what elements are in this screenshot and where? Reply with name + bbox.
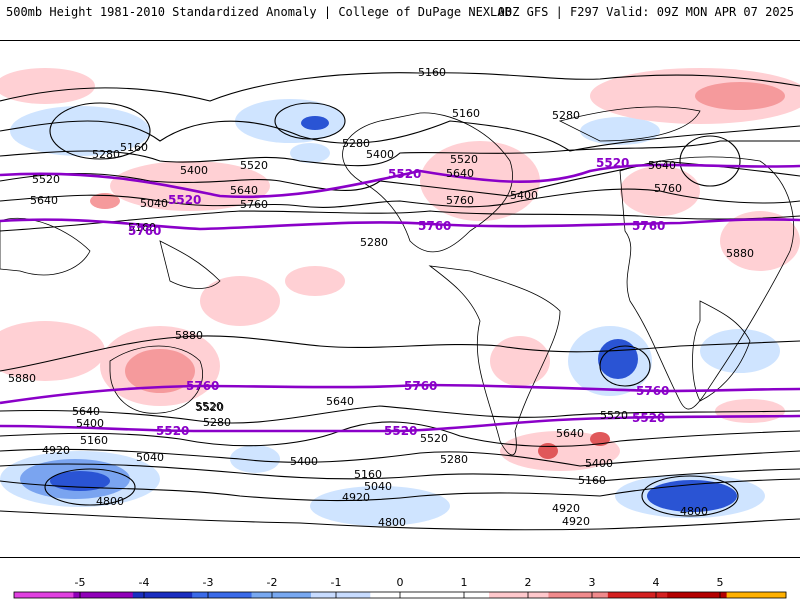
- bold-contour-label: 5520: [156, 424, 189, 438]
- colorbar-swatch: [726, 592, 787, 598]
- bold-contour-label: 5760: [128, 224, 161, 238]
- contour-label: 5880: [175, 329, 203, 342]
- height-contours: [0, 72, 800, 531]
- colorbar-swatch: [429, 592, 490, 598]
- contour-label: 5280: [342, 137, 370, 150]
- contour-label: 5280: [203, 416, 231, 429]
- anomaly-map: 5160 5160 5280 5280 5280 5160 5400 5520 …: [0, 66, 800, 531]
- colorbar-tick-label: -1: [331, 576, 342, 589]
- negative-anomaly-shading: [0, 99, 780, 526]
- contour-label: 5400: [366, 148, 394, 161]
- colorbar-swatch: [607, 592, 668, 598]
- contour-label: 5640: [72, 405, 100, 418]
- map-panel: 5160 5160 5280 5280 5280 5160 5400 5520 …: [0, 40, 800, 558]
- contour-label: 5280: [360, 236, 388, 249]
- contour-label: 5760: [654, 182, 682, 195]
- colorbar-swatch: [73, 592, 134, 598]
- bold-contour-label: 5520: [168, 193, 201, 207]
- run-info: 00Z GFS | F297 Valid: 09Z MON APR 07 202…: [497, 5, 794, 19]
- colorbar-tick-label: 1: [461, 576, 468, 589]
- contour-label: 5520: [32, 173, 60, 186]
- colorbar-swatch: [548, 592, 609, 598]
- contour-label: 4800: [378, 516, 406, 529]
- colorbar-tick-label: 0: [397, 576, 404, 589]
- colorbar-tick-label: -4: [139, 576, 150, 589]
- colorbar-graphic: -5 -4 -3 -2 -1 0 1 2 3 4 5: [13, 576, 787, 599]
- positive-anomaly-shading: [0, 68, 800, 471]
- contour-label: 5640: [648, 159, 676, 172]
- colorbar-swatch: [14, 592, 74, 598]
- contour-label: 5280: [440, 453, 468, 466]
- colorbar-swatch: [667, 592, 728, 598]
- colorbar-swatch: [310, 592, 371, 598]
- bold-contour-label: 5760: [404, 379, 437, 393]
- contour-label: 5880: [8, 372, 36, 385]
- contour-label: 5160: [120, 141, 148, 154]
- contour-label: 4920: [42, 444, 70, 457]
- contour-label: 5640: [326, 395, 354, 408]
- contour-label: 5760: [240, 198, 268, 211]
- bold-contour-label: 5760: [186, 379, 219, 393]
- contour-label: 5640: [556, 427, 584, 440]
- colorbar-tick-label: 3: [589, 576, 596, 589]
- contour-label: 5760: [446, 194, 474, 207]
- contour-label: 4800: [96, 495, 124, 508]
- colorbar-swatch: [192, 592, 253, 598]
- contour-label: 5160: [418, 66, 446, 79]
- colorbar-swatch: [132, 592, 193, 598]
- colorbar-swatch: [489, 592, 549, 598]
- contour-label: 5520: [600, 409, 628, 422]
- contour-label: 5280: [552, 109, 580, 122]
- contour-label: 5160: [452, 107, 480, 120]
- contour-label: 5520: [196, 401, 224, 414]
- bold-contour-label: 5520: [388, 167, 421, 181]
- contour-label: 5640: [230, 184, 258, 197]
- contour-label: 5400: [180, 164, 208, 177]
- colorbar-tick-label: -5: [75, 576, 86, 589]
- contour-label: 4920: [342, 491, 370, 504]
- contour-label: 5400: [510, 189, 538, 202]
- contour-label: 5040: [136, 451, 164, 464]
- bold-contour-label: 5760: [636, 384, 669, 398]
- colorbar-tick-label: 5: [717, 576, 724, 589]
- contour-label: 5520: [195, 400, 223, 413]
- bold-contour-labels: 5520 5520 5520 5760 5760 5760 5760 5760 …: [128, 156, 669, 438]
- thin-contour-labels: 5160 5160 5280 5280 5280 5160 5400 5520 …: [8, 66, 754, 529]
- contour-label: 5040: [364, 480, 392, 493]
- bold-contour-label: 5760: [632, 219, 665, 233]
- contour-label: 5520: [420, 432, 448, 445]
- contour-label: 5160: [80, 434, 108, 447]
- bold-contour-label: 5520: [632, 411, 665, 425]
- contour-label: 5280: [92, 148, 120, 161]
- contour-label: 5520: [450, 153, 478, 166]
- contour-label: 5400: [585, 457, 613, 470]
- contour-label: 5160: [578, 474, 606, 487]
- bold-contour-label: 5520: [384, 424, 417, 438]
- contour-label: 5640: [30, 194, 58, 207]
- contour-label: 5040: [140, 197, 168, 210]
- colorbar-swatch: [251, 592, 312, 598]
- contour-label: 4920: [552, 502, 580, 515]
- contour-label: 5400: [76, 417, 104, 430]
- map-title: 500mb Height 1981-2010 Standardized Anom…: [6, 5, 512, 19]
- contour-label: 4920: [562, 515, 590, 528]
- bold-contour-label: 5760: [418, 219, 451, 233]
- contour-label: 4800: [680, 505, 708, 518]
- colorbar-tick-label: -3: [203, 576, 214, 589]
- contour-label: 5400: [290, 455, 318, 468]
- header: 500mb Height 1981-2010 Standardized Anom…: [0, 0, 800, 40]
- colorbar-tick-label: 4: [653, 576, 660, 589]
- colorbar: -5 -4 -3 -2 -1 0 1 2 3 4 5: [0, 560, 800, 600]
- colorbar-tick-label: 2: [525, 576, 532, 589]
- contour-label: 5160: [128, 221, 156, 234]
- contour-label: 5160: [354, 468, 382, 481]
- contour-label: 5880: [726, 247, 754, 260]
- bold-5520-5760-contours: [0, 163, 800, 433]
- contour-label: 5520: [240, 159, 268, 172]
- colorbar-tick-label: -2: [267, 576, 278, 589]
- contour-label: 5640: [446, 167, 474, 180]
- bold-contour-label: 5520: [596, 156, 629, 170]
